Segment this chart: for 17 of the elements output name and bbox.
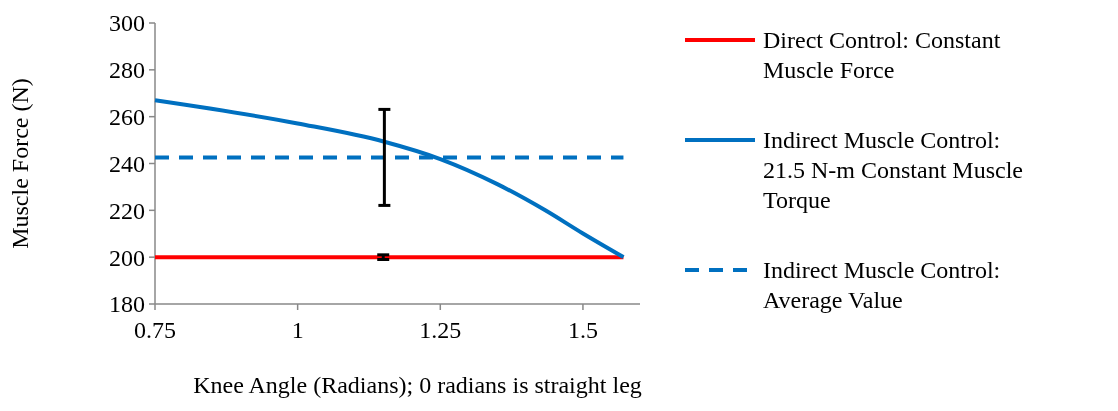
y-tick-label: 240 [109,150,145,177]
x-tick-label: 1.5 [567,317,598,343]
y-tick-label: 300 [109,10,145,37]
y-tick-label: 260 [109,104,145,131]
legend-label: Indirect Muscle Control: 21.5 N-m Constant Muscle Torque [763,127,1023,214]
line-series [153,98,626,260]
y-tick-label: 280 [109,57,145,84]
x-tick-label: 0.75 [134,317,176,343]
y-tick-label: 200 [109,244,145,271]
x-axis-title: Knee Angle (Radians); 0 radians is straight leg [193,372,642,398]
y-tick-label: 220 [109,197,145,224]
x-tick-label: 1 [291,317,304,343]
y-tick-label: 180 [109,291,145,318]
legend-label: Indirect Muscle Control: Average Value [763,257,1001,314]
legend-label: Direct Control: Constant Muscle Force [763,27,1001,84]
x-tick-label: 1.25 [419,317,462,343]
y-axis-title: Muscle Force (N) [7,78,33,249]
